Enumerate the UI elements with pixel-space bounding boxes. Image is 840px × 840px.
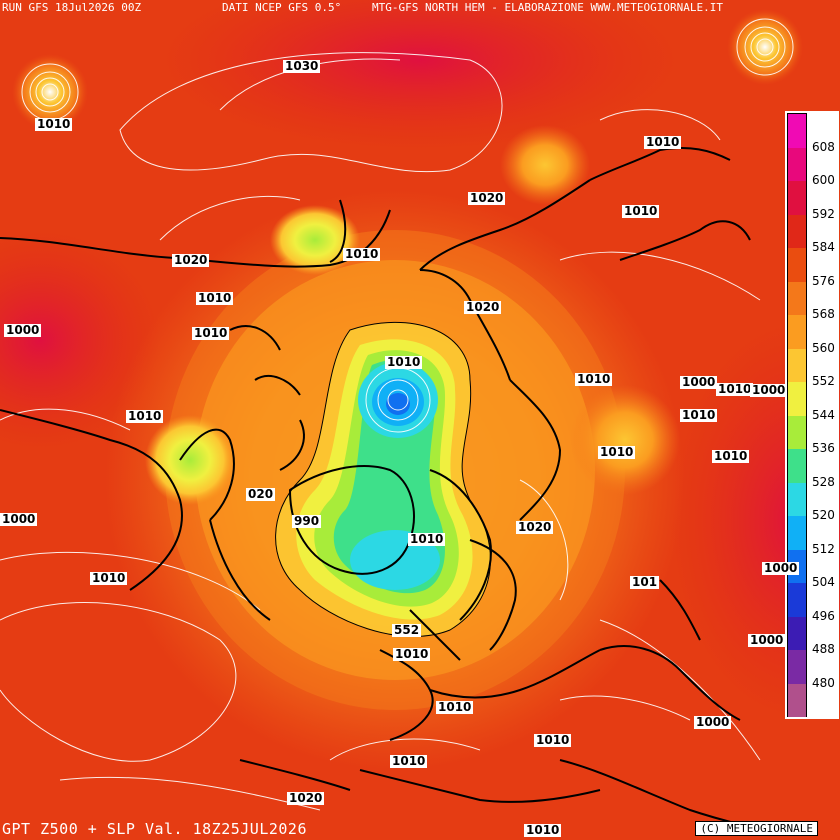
isobar-label: 1000 [762, 561, 800, 575]
isobar-label: 020 [246, 487, 276, 501]
legend-swatch [788, 683, 806, 717]
legend-label: 504 [812, 575, 835, 589]
legend-label: 536 [812, 441, 835, 455]
legend-swatch [788, 449, 806, 483]
isobar-label: 1010 [534, 733, 572, 747]
legend-swatch [788, 248, 806, 282]
isobar-label: 1010 [622, 204, 660, 218]
legend-swatch [788, 281, 806, 315]
isobar-label: 1030 [283, 59, 321, 73]
isobar-label: 1010 [712, 449, 750, 463]
isobar-label: 1020 [468, 191, 506, 205]
isobar-label: 1010 [524, 823, 562, 837]
legend-swatch [788, 114, 806, 148]
legend-label: 552 [812, 374, 835, 388]
isobar-label: 1020 [516, 520, 554, 534]
isobar-label: 1010 [436, 700, 474, 714]
legend-label: 520 [812, 508, 835, 522]
run-info: RUN GFS 18Jul2026 00Z [2, 1, 142, 14]
isobar-label: 1000 [680, 375, 718, 389]
legend-label: 584 [812, 240, 835, 254]
isobar-label: 1010 [196, 291, 234, 305]
isobar-label: 1010 [343, 247, 381, 261]
isobar-label: 1000 [0, 512, 38, 526]
isobar-label: 1010 [393, 647, 431, 661]
legend-swatch [788, 147, 806, 181]
legend-label: 560 [812, 340, 835, 355]
legend-swatch [788, 583, 806, 617]
footer-bar: GPT Z500 + SLP Val. 18Z25JUL2026 (C) MET… [0, 818, 840, 840]
isobar-label: 1010 [35, 117, 73, 131]
legend-swatch [788, 214, 806, 248]
legend-label: 480 [812, 675, 835, 690]
geopotential-contour-label: 552 [392, 623, 422, 637]
isobar-label: 1010 [644, 135, 682, 149]
isobar-label: 1000 [694, 715, 732, 729]
copyright-label: (C) METEOGIORNALE [695, 821, 818, 836]
legend-swatch [788, 382, 806, 416]
isobar-label: 1010 [90, 571, 128, 585]
isobar-label: 1010 [716, 382, 754, 396]
isobar-label: 1010 [408, 532, 446, 546]
isobar-label: 1010 [598, 445, 636, 459]
legend-label: 528 [812, 474, 835, 489]
legend-label: 576 [812, 273, 835, 288]
isobar-label: 1010 [390, 754, 428, 768]
isobar-label: 1010 [192, 326, 230, 340]
legend-color-bar [787, 113, 807, 717]
legend-label: 600 [812, 173, 835, 187]
legend-label: 512 [812, 541, 835, 556]
legend-swatch [788, 415, 806, 449]
legend-label: 592 [812, 206, 835, 221]
isobar-label: 1010 [126, 409, 164, 423]
legend-swatch [788, 181, 806, 215]
legend-label: 608 [812, 139, 835, 154]
legend-label: 488 [812, 642, 835, 656]
isobar-label: 1020 [464, 300, 502, 314]
isobar-label: 1010 [680, 408, 718, 422]
isobar-label: 101 [630, 575, 660, 589]
legend-swatch [788, 482, 806, 516]
product-title: MTG-GFS NORTH HEM - ELABORAZIONE WWW.MET… [372, 1, 723, 14]
legend-swatch [788, 348, 806, 382]
legend-swatch [788, 650, 806, 684]
isobar-label: 1000 [4, 323, 42, 337]
map-title: GPT Z500 + SLP Val. 18Z25JUL2026 [2, 820, 307, 838]
isobar-label: 1010 [385, 355, 423, 369]
isobar-label: 1020 [172, 253, 210, 267]
isobar-label: 990 [292, 514, 322, 528]
legend-swatch [788, 616, 806, 650]
legend-label: 496 [812, 608, 835, 623]
data-source: DATI NCEP GFS 0.5° [222, 1, 342, 14]
header-bar: RUN GFS 18Jul2026 00Z DATI NCEP GFS 0.5°… [0, 0, 840, 16]
isobar-label: 1020 [287, 791, 325, 805]
isobar-label: 1010 [575, 372, 613, 386]
legend-label: 544 [812, 407, 835, 422]
isobar-label: 1000 [748, 633, 786, 647]
legend-swatch [788, 315, 806, 349]
legend-swatch [788, 516, 806, 550]
legend-label: 568 [812, 307, 835, 321]
isobar-label: 1000 [750, 383, 788, 397]
